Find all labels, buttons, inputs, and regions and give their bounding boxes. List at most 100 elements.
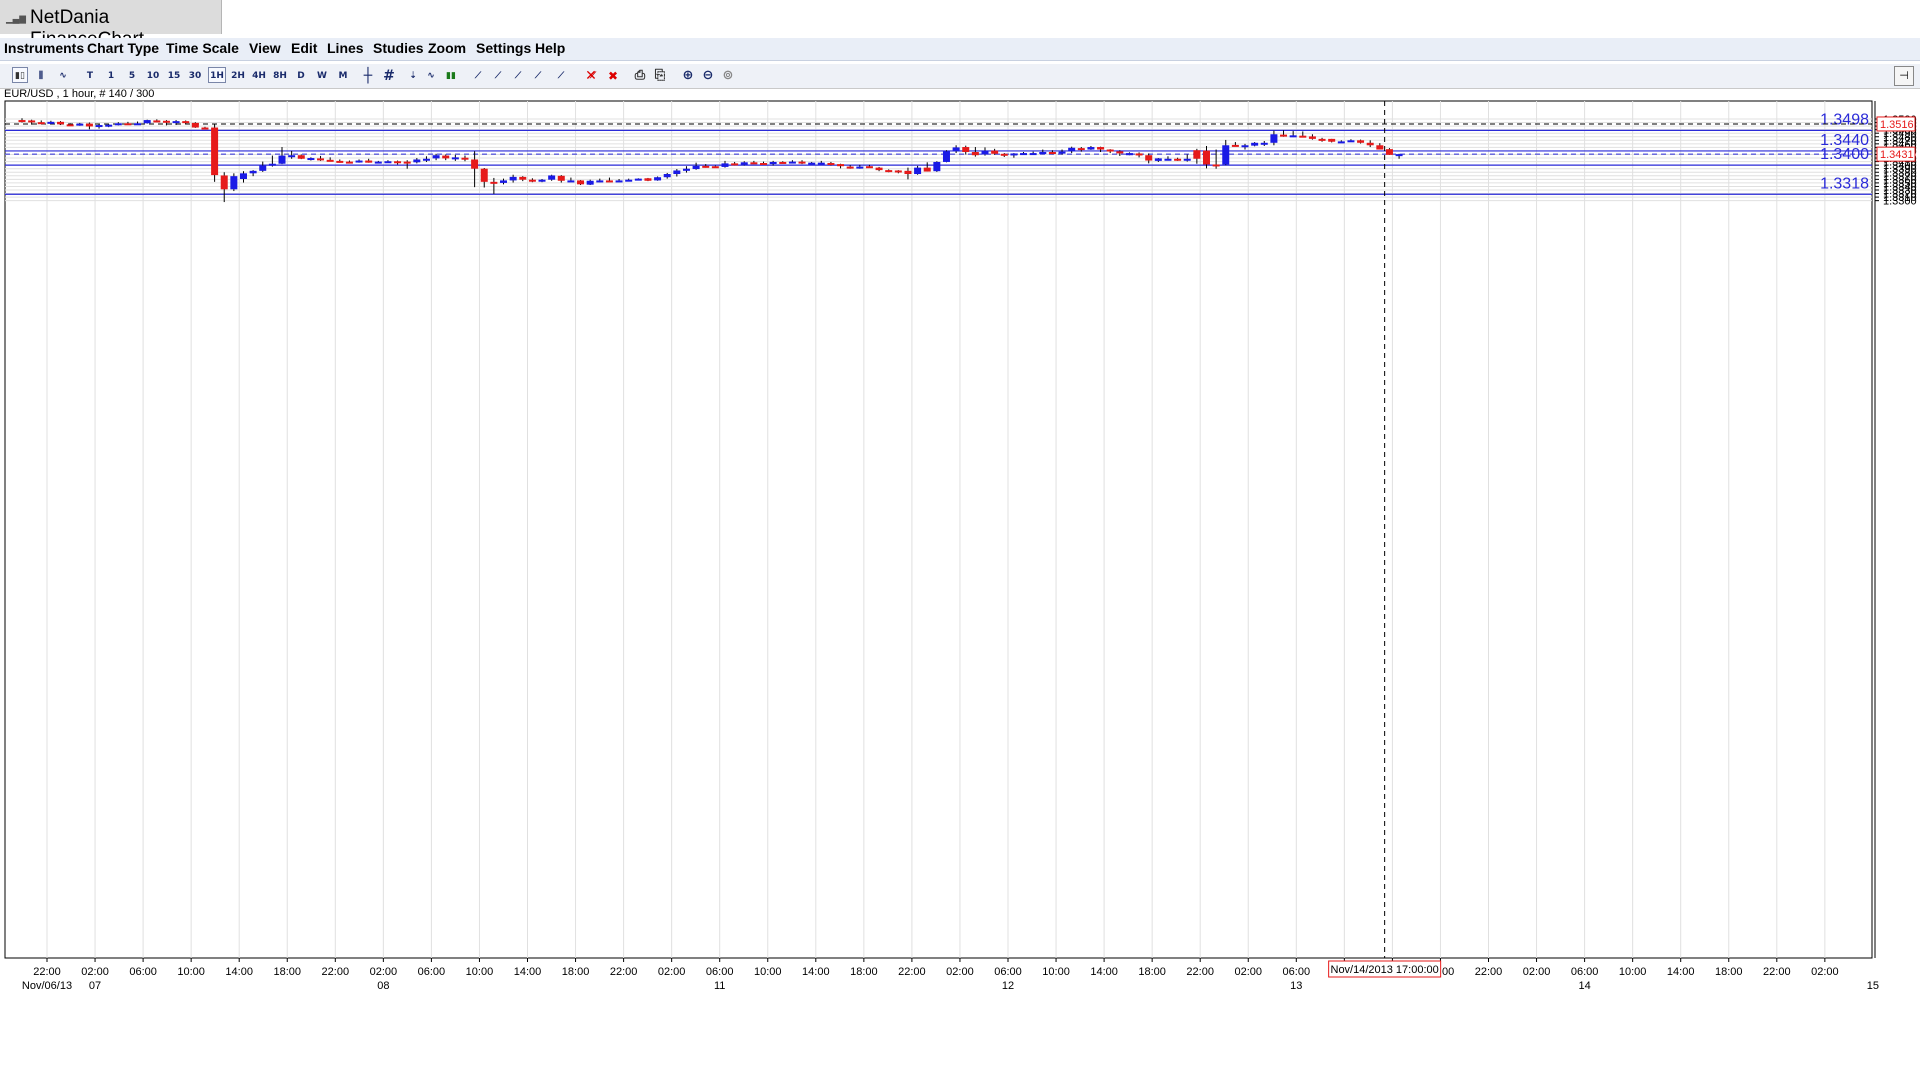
timeframe-30m[interactable]: 30 xyxy=(188,71,202,81)
menu-view[interactable]: View xyxy=(249,40,281,56)
candlestick-chart-icon[interactable]: ▮▯ xyxy=(12,67,28,83)
draw-tools-icon[interactable]: ∿ xyxy=(427,71,435,81)
menu-time-scale[interactable]: Time Scale xyxy=(166,40,239,56)
x-date-label: Nov/06/13 xyxy=(22,980,72,992)
zoom-out-icon[interactable]: ⊖ xyxy=(702,68,714,83)
candle xyxy=(1231,142,1239,147)
menu-settings[interactable]: Settings xyxy=(476,40,532,56)
candle-body xyxy=(1164,158,1172,161)
x-tick-label: 06:00 xyxy=(1571,966,1599,978)
candle-body xyxy=(711,166,719,169)
fibonacci-icon[interactable]: ⟋ xyxy=(494,71,502,81)
channel-icon[interactable]: ⟋ xyxy=(514,71,522,81)
volume-icon[interactable]: ▮▮ xyxy=(446,71,456,81)
print-icon[interactable]: ⎙ xyxy=(634,68,646,83)
x-tick-label: 18:00 xyxy=(1138,966,1166,978)
menu-instruments[interactable]: Instruments xyxy=(4,40,85,56)
timeframe-1h[interactable]: 1H xyxy=(208,67,226,83)
menu-studies[interactable]: Studies xyxy=(373,40,424,56)
candle-body xyxy=(702,165,710,168)
zoom-reset-icon[interactable]: ⊚ xyxy=(722,68,734,83)
candle xyxy=(528,178,536,183)
x-tick-label: 14:00 xyxy=(1667,966,1695,978)
x-tick-label: 10:00 xyxy=(1042,966,1070,978)
candle xyxy=(1174,157,1182,161)
timeframe-10m[interactable]: 10 xyxy=(146,71,160,81)
x-date-label: 07 xyxy=(89,980,101,992)
panel-toggle-icon[interactable]: ⊣ xyxy=(1894,66,1914,86)
cycles-icon[interactable]: ⟋ xyxy=(557,71,565,81)
candle-body xyxy=(1289,135,1297,138)
candle-body xyxy=(875,167,883,171)
candle xyxy=(230,173,238,192)
candle-body xyxy=(66,124,74,127)
candle xyxy=(1077,147,1085,152)
candle xyxy=(1048,150,1056,155)
candle-body xyxy=(230,176,238,190)
candle xyxy=(952,145,960,154)
y-tick-label: 1.3300 xyxy=(1883,196,1917,208)
timeframe-4h[interactable]: 4H xyxy=(252,71,266,81)
candle-body xyxy=(1241,145,1249,148)
candle xyxy=(885,169,893,173)
candle xyxy=(846,165,854,169)
candle xyxy=(933,161,941,172)
price-marker-icon[interactable]: ⇣ xyxy=(409,71,417,81)
timeframe-15m[interactable]: 15 xyxy=(167,71,181,81)
x-tick-label: 18:00 xyxy=(1715,966,1743,978)
x-tick-label: 02:00 xyxy=(1234,966,1262,978)
timeframe-monthly[interactable]: M xyxy=(338,71,348,81)
timeframe-daily[interactable]: D xyxy=(297,71,305,81)
grid-icon[interactable]: # xyxy=(383,68,395,84)
zoom-in-icon[interactable]: ⊕ xyxy=(682,68,694,83)
x-tick-label: 02:00 xyxy=(946,966,974,978)
delete-icon[interactable]: ✕ xyxy=(585,68,597,84)
candle-body xyxy=(760,163,768,166)
candle-body xyxy=(923,167,931,172)
crosshair-icon[interactable]: ┼ xyxy=(363,68,373,84)
x-tick-label: 14:00 xyxy=(802,966,830,978)
axes xyxy=(46,101,1879,962)
candle xyxy=(268,155,276,167)
candle-body xyxy=(18,120,26,123)
timeframe-5m[interactable]: 5 xyxy=(128,71,136,81)
candle-body xyxy=(413,159,421,163)
candle xyxy=(865,164,873,169)
timeframe-tick[interactable]: T xyxy=(86,71,94,81)
timeframe-2h[interactable]: 2H xyxy=(231,71,245,81)
candle xyxy=(663,172,671,179)
candle-body xyxy=(769,161,777,165)
candle-body xyxy=(451,157,459,160)
menu-zoom[interactable]: Zoom xyxy=(428,40,467,56)
candle xyxy=(779,161,787,164)
print-preview-icon[interactable]: ⎘ xyxy=(654,68,666,83)
candle-body xyxy=(374,161,382,164)
candle xyxy=(634,178,642,181)
trend-line-icon[interactable]: ⟋ xyxy=(474,71,482,81)
menu-help[interactable]: Help xyxy=(535,40,566,56)
menu-chart-type[interactable]: Chart Type xyxy=(87,40,160,56)
instrument-label: EUR/USD , 1 hour, # 140 / 300 xyxy=(4,88,155,100)
x-date-label: 12 xyxy=(1002,980,1014,992)
y-tick-label: 1.3370 xyxy=(1883,171,1917,183)
candle xyxy=(827,161,835,166)
erase-icon[interactable]: ⟋ xyxy=(589,71,597,81)
candle xyxy=(220,172,228,203)
delete-all-icon[interactable]: ✖ xyxy=(607,69,619,83)
gann-icon[interactable]: ⟋ xyxy=(534,71,542,81)
x-tick-label: 02:00 xyxy=(81,966,109,978)
candle xyxy=(182,120,190,124)
candle-body xyxy=(750,162,758,165)
candle xyxy=(345,160,353,164)
menu-lines[interactable]: Lines xyxy=(327,40,364,56)
bar-chart-icon[interactable]: ⫼ xyxy=(38,71,44,81)
candle xyxy=(894,170,902,174)
line-chart-icon[interactable]: ∿ xyxy=(59,71,67,81)
menu-edit[interactable]: Edit xyxy=(291,40,318,56)
candle-body xyxy=(1039,152,1047,155)
timeframe-8h[interactable]: 8H xyxy=(273,71,287,81)
timeframe-1m[interactable]: 1 xyxy=(107,71,115,81)
crosshair-time-box xyxy=(1328,960,1442,978)
timeframe-weekly[interactable]: W xyxy=(317,71,327,81)
